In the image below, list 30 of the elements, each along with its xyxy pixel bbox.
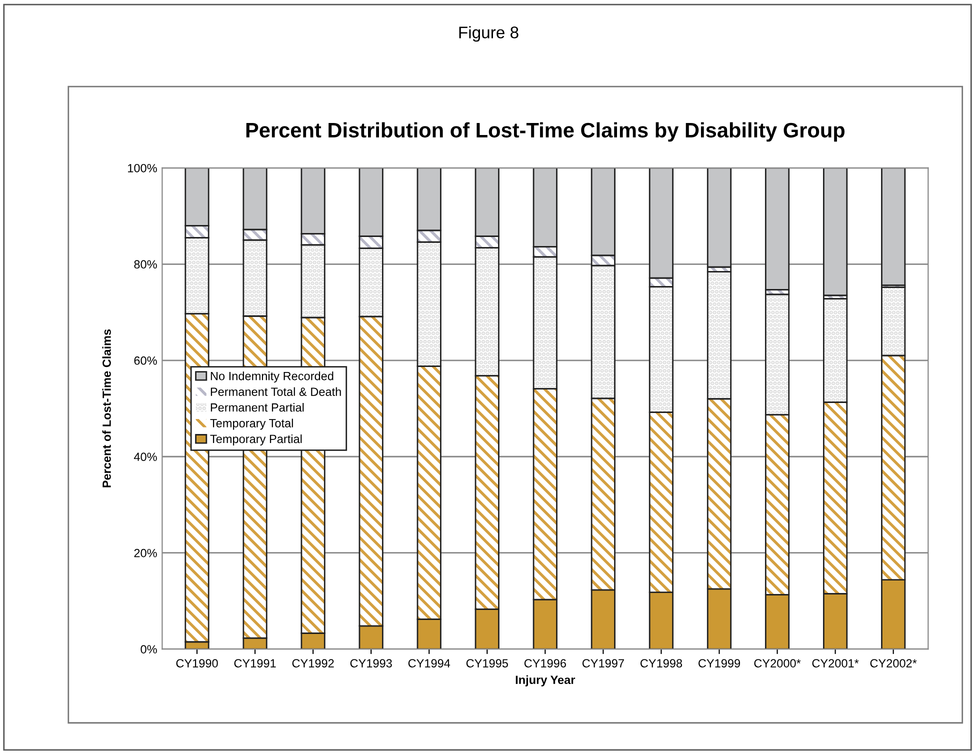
y-tick-label: 80% [134,260,157,269]
x-tick-label: CY1996 [524,659,566,668]
x-tick-label: CY1994 [408,659,450,668]
x-tick-label: CY1999 [698,659,740,668]
y-tick-label: 20% [134,548,157,558]
y-tick-label: 0% [140,645,157,654]
y-tick-label: 60% [134,356,157,365]
x-tick-label: CY1990 [176,659,218,668]
x-tick-label: CY2002* [870,659,917,668]
x-tick-label: CY2000* [754,659,801,668]
bar [823,168,848,296]
legend-label: Temporary Partial [210,434,302,446]
x-tick-label: CY1991 [234,659,276,668]
x-tick-label: CY1997 [582,659,624,668]
x-tick-label: CY1995 [466,659,508,668]
x-axis-title: Injury Year [516,675,576,686]
bar [881,168,906,286]
legend-label: No Indemnity Recorded [210,372,334,383]
legend-label: Permanent Partial [210,403,304,412]
legend-label: Temporary Total [210,418,293,430]
y-axis-title: Percent of Lost-Time Claims [102,329,111,488]
chart-title: Percent Distribution of Lost-Time Claims by Disability Group [246,122,845,142]
legend-label: Permanent Total & Death [210,387,341,396]
x-tick-label: CY1998 [640,659,682,668]
x-tick-label: CY1993 [350,659,392,668]
x-tick-label: CY1992 [292,659,334,668]
x-tick-label: CY2001* [812,659,859,668]
y-tick-label: 40% [134,452,157,462]
y-tick-label: 100% [128,164,157,172]
caption: Figure 8 [459,26,518,42]
